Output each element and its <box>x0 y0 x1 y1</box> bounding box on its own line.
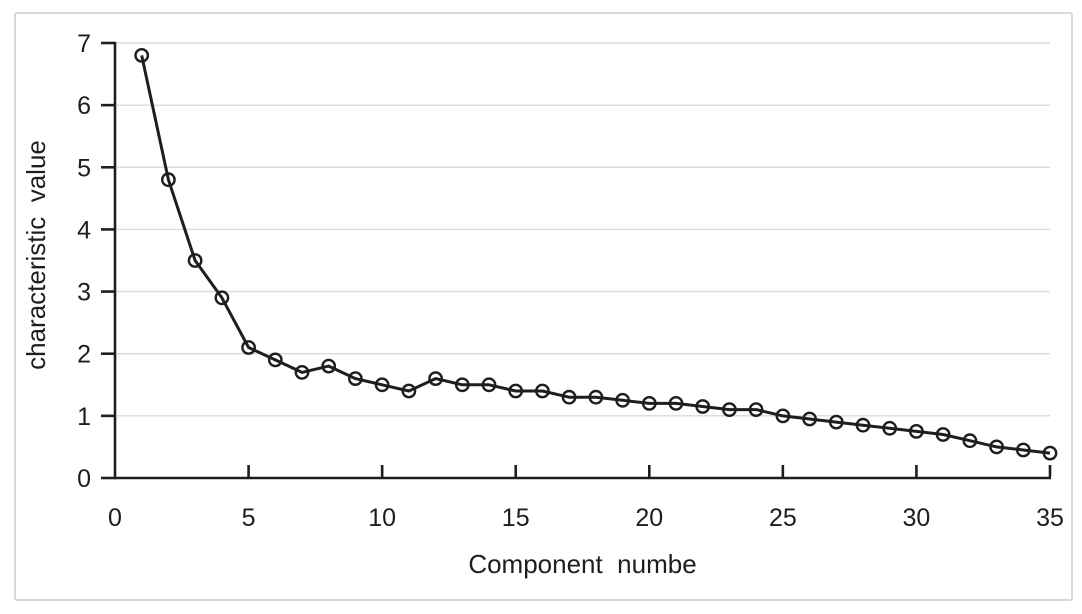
data-point-marker <box>267 352 283 368</box>
x-tick-label: 5 <box>242 504 256 532</box>
data-point-marker <box>454 377 470 393</box>
x-tick-label: 10 <box>368 504 396 532</box>
data-point-marker <box>802 411 817 427</box>
data-point-marker <box>347 371 363 386</box>
figure-border <box>14 12 1073 601</box>
data-point-marker <box>294 364 310 380</box>
data-point-marker <box>775 408 791 424</box>
data-point-marker <box>1042 445 1058 461</box>
data-point-marker <box>989 439 1004 455</box>
data-point-marker <box>134 48 150 63</box>
data-point-marker <box>668 395 684 411</box>
data-point-marker <box>561 389 577 405</box>
data-point-marker <box>882 420 898 436</box>
x-tick-label: 15 <box>502 504 530 532</box>
data-point-marker <box>748 402 764 417</box>
data-point-marker <box>374 377 390 393</box>
data-point-marker <box>241 340 257 355</box>
data-point-marker <box>481 377 497 393</box>
data-point-marker <box>935 427 951 442</box>
data-point-marker <box>722 402 737 417</box>
data-point-marker <box>401 383 417 399</box>
data-point-marker <box>535 383 550 399</box>
x-tick-label: 20 <box>635 504 663 532</box>
data-point-marker <box>828 414 844 430</box>
data-point-marker <box>588 389 604 405</box>
data-point-marker <box>909 423 924 439</box>
y-tick-label: 4 <box>77 216 91 244</box>
data-point-marker <box>508 383 524 399</box>
y-tick-label: 2 <box>77 341 91 369</box>
series-line <box>140 55 1051 455</box>
y-tick-label: 7 <box>77 30 91 58</box>
y-tick-label: 0 <box>77 465 91 493</box>
y-axis-title: characteristic value <box>21 140 51 370</box>
x-tick-label: 35 <box>1036 504 1064 532</box>
data-point-marker <box>187 253 203 268</box>
y-tick-label: 5 <box>77 154 91 182</box>
data-point-marker <box>214 290 230 306</box>
data-point-marker <box>615 392 630 408</box>
data-point-marker <box>641 395 657 411</box>
x-tick-label: 30 <box>903 504 931 532</box>
data-point-marker <box>1015 442 1031 458</box>
data-point-marker <box>855 417 871 433</box>
data-point-marker <box>428 371 443 386</box>
x-tick-label: 25 <box>769 504 797 532</box>
y-tick-label: 3 <box>77 279 91 307</box>
data-point-marker <box>695 399 711 414</box>
data-point-marker <box>321 358 337 374</box>
data-point-marker <box>962 433 978 449</box>
x-axis-title: Component numbe <box>468 549 697 579</box>
x-tick-label: 0 <box>108 504 122 532</box>
data-point-marker <box>160 172 176 188</box>
y-tick-label: 1 <box>77 403 91 431</box>
y-tick-label: 6 <box>77 92 91 120</box>
